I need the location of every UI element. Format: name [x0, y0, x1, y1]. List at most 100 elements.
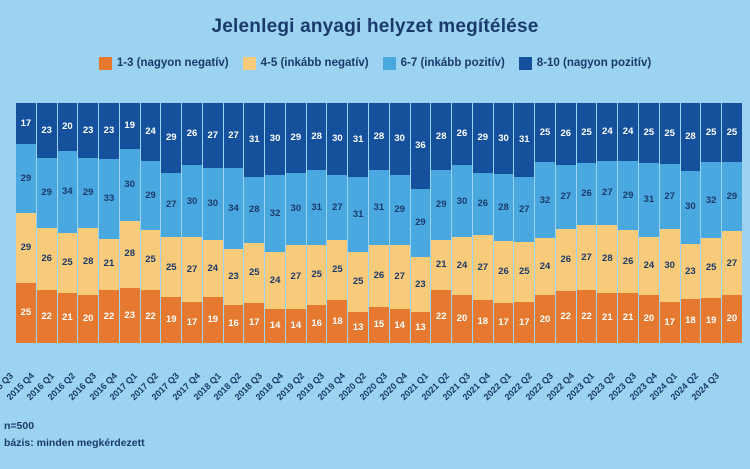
bar-column[interactable]: 28 31 25 16 — [306, 103, 327, 344]
bar-segment[interactable]: 29 — [431, 170, 452, 240]
bar-segment[interactable]: 25 — [701, 238, 722, 298]
bar-column[interactable]: 24 29 26 21 — [618, 103, 638, 343]
bar-segment[interactable]: 29 — [285, 103, 306, 173]
bar-segment[interactable]: 30 — [680, 170, 701, 244]
bar-segment[interactable]: 17 — [16, 103, 36, 144]
bar-segment[interactable]: 27 — [597, 160, 618, 226]
bar-segment[interactable]: 25 — [638, 103, 659, 163]
bar-segment[interactable]: 30 — [285, 172, 306, 245]
bar-segment[interactable]: 19 — [202, 297, 223, 343]
bar-segment[interactable]: 13 — [410, 312, 431, 343]
bar-column[interactable]: 25 31 24 20 — [638, 103, 659, 343]
bar-column[interactable]: 25 32 25 19 — [701, 103, 722, 344]
bar-column[interactable]: 36 29 23 13 — [410, 103, 431, 343]
bar-segment[interactable]: 27 — [555, 164, 576, 229]
bar-segment[interactable]: 28 — [78, 227, 99, 295]
bar-segment[interactable]: 24 — [597, 103, 618, 161]
bar-segment[interactable]: 25 — [535, 103, 555, 163]
bar-segment[interactable]: 22 — [576, 290, 597, 343]
bar-segment[interactable]: 27 — [161, 172, 182, 238]
bar-segment[interactable]: 27 — [472, 235, 493, 300]
bar-segment[interactable]: 29 — [78, 158, 99, 228]
bar-segment[interactable]: 23 — [78, 103, 99, 159]
bar-segment[interactable]: 32 — [535, 162, 555, 239]
bar-segment[interactable]: 34 — [57, 151, 78, 233]
bar-column[interactable]: 17 29 29 25 — [16, 103, 36, 343]
bar-segment[interactable]: 21 — [431, 239, 452, 291]
bar-column[interactable]: 25 26 27 22 — [576, 103, 597, 343]
bar-segment[interactable]: 29 — [389, 175, 410, 245]
bar-segment[interactable]: 17 — [514, 302, 535, 343]
bar-segment[interactable]: 23 — [99, 103, 119, 159]
bar-column[interactable]: 30 28 26 17 — [493, 103, 514, 343]
bar-column[interactable]: 25 29 27 20 — [722, 103, 742, 343]
bar-column[interactable]: 26 27 26 22 — [555, 103, 576, 343]
bar-segment[interactable]: 32 — [265, 175, 285, 252]
bar-segment[interactable]: 28 — [597, 225, 618, 293]
bar-segment[interactable]: 30 — [452, 165, 472, 238]
bar-segment[interactable]: 23 — [36, 103, 57, 159]
bar-segment[interactable]: 29 — [161, 103, 182, 173]
bar-segment[interactable]: 25 — [348, 251, 369, 312]
bar-segment[interactable]: 28 — [369, 103, 389, 171]
bar-segment[interactable]: 30 — [119, 148, 140, 221]
bar-column[interactable]: 26 30 24 20 — [452, 103, 472, 343]
bar-segment[interactable]: 14 — [265, 309, 285, 343]
bar-column[interactable]: 28 31 26 15 — [369, 103, 389, 344]
legend-item[interactable]: 1-3 (nagyon negatív) — [98, 56, 229, 70]
bar-segment[interactable]: 25 — [701, 103, 722, 163]
bar-column[interactable]: 28 30 23 18 — [680, 103, 701, 343]
bar-segment[interactable]: 27 — [659, 163, 680, 230]
bar-segment[interactable]: 29 — [410, 188, 431, 258]
bar-segment[interactable]: 28 — [244, 176, 265, 244]
bar-segment[interactable]: 17 — [244, 302, 265, 343]
bar-segment[interactable]: 16 — [306, 304, 327, 344]
bar-segment[interactable]: 25 — [514, 242, 535, 303]
bar-column[interactable]: 29 27 25 19 — [161, 103, 182, 343]
bar-column[interactable]: 31 28 25 17 — [244, 103, 265, 343]
bar-segment[interactable]: 24 — [265, 251, 285, 310]
bar-segment[interactable]: 30 — [389, 103, 410, 175]
bar-column[interactable]: 25 27 30 17 — [659, 103, 680, 344]
bar-segment[interactable]: 30 — [327, 103, 348, 175]
bar-segment[interactable]: 19 — [119, 103, 140, 149]
bar-segment[interactable]: 16 — [223, 304, 244, 343]
legend-item[interactable]: 4-5 (inkább negatív) — [242, 56, 369, 70]
bar-segment[interactable]: 25 — [161, 237, 182, 298]
bar-segment[interactable]: 22 — [36, 290, 57, 343]
bar-segment[interactable]: 20 — [638, 295, 659, 343]
bar-segment[interactable]: 28 — [306, 103, 327, 171]
bar-segment[interactable]: 29 — [16, 213, 36, 283]
bar-segment[interactable]: 26 — [576, 163, 597, 226]
bar-segment[interactable]: 24 — [535, 238, 555, 296]
bar-segment[interactable]: 23 — [119, 287, 140, 343]
bar-segment[interactable]: 19 — [161, 297, 182, 343]
bar-column[interactable]: 28 29 21 22 — [431, 103, 452, 343]
bar-column[interactable]: 31 27 25 17 — [514, 103, 535, 343]
bar-segment[interactable]: 20 — [78, 295, 99, 343]
bar-segment[interactable]: 15 — [369, 307, 389, 344]
bar-segment[interactable]: 21 — [57, 292, 78, 343]
bar-segment[interactable]: 29 — [140, 160, 161, 231]
bar-segment[interactable]: 27 — [182, 237, 202, 303]
bar-segment[interactable]: 29 — [618, 160, 638, 231]
bar-column[interactable]: 24 27 28 21 — [597, 103, 618, 343]
bar-segment[interactable]: 14 — [389, 309, 410, 343]
bar-segment[interactable]: 31 — [348, 177, 369, 252]
bar-segment[interactable]: 29 — [472, 103, 493, 173]
legend-item[interactable]: 6-7 (inkább pozitív) — [382, 56, 505, 70]
bar-segment[interactable]: 19 — [701, 297, 722, 344]
bar-column[interactable]: 30 32 24 14 — [265, 103, 285, 343]
bar-column[interactable]: 26 30 27 17 — [182, 103, 202, 343]
bar-segment[interactable]: 27 — [722, 231, 742, 296]
bar-segment[interactable]: 31 — [514, 103, 535, 178]
bar-segment[interactable]: 26 — [36, 227, 57, 291]
bar-segment[interactable]: 17 — [493, 302, 514, 343]
bar-column[interactable]: 24 29 25 22 — [140, 103, 161, 343]
bar-segment[interactable]: 28 — [680, 103, 701, 171]
bar-segment[interactable]: 23 — [223, 249, 244, 305]
bar-segment[interactable]: 25 — [57, 232, 78, 293]
bar-segment[interactable]: 20 — [452, 295, 472, 343]
bar-segment[interactable]: 31 — [306, 170, 327, 245]
bar-segment[interactable]: 31 — [638, 163, 659, 238]
